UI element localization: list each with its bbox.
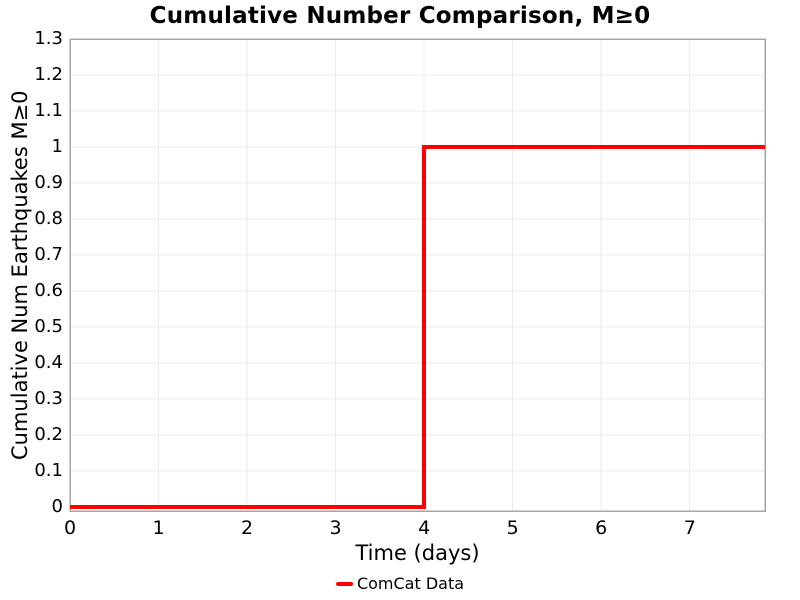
y-tick-label: 1.2 [34,64,63,85]
legend: ComCat Data [0,572,800,596]
y-tick-label: 0.5 [34,316,63,337]
y-axis-label: Cumulative Num Earthquakes M≥0 [8,90,32,460]
chart-title: Cumulative Number Comparison, M≥0 [149,3,651,29]
y-tick-label: 1.3 [34,28,63,49]
x-axis-label: Time (days) [355,541,480,565]
y-tick-label: 0.7 [34,244,63,265]
series-line-comcat-data [70,145,765,509]
legend-line-marker [335,582,353,586]
plot-border [69,38,766,512]
x-tick-label: 6 [595,517,608,539]
y-tick-label: 0 [51,496,63,517]
y-tick-label: 0.2 [34,424,63,445]
y-tick-label: 0.4 [34,352,63,373]
x-tick-label: 0 [63,517,77,539]
x-tick-label: 7 [683,517,696,539]
x-tick-label: 4 [418,517,431,539]
legend-label: ComCat Data [356,574,465,593]
y-tick-label: 0.8 [34,208,63,229]
y-tick-label: 1 [51,136,63,157]
x-tick-label: 3 [329,517,342,539]
x-tick-label: 2 [241,517,254,539]
y-tick-label: 0.3 [34,388,63,409]
x-tick-label: 1 [152,517,165,539]
x-tick-label: 5 [506,517,519,539]
y-tick-label: 0.1 [34,460,63,481]
y-tick-label: 0.6 [34,280,63,301]
y-tick-label: 0.9 [34,172,63,193]
y-tick-label: 1.1 [34,100,63,121]
